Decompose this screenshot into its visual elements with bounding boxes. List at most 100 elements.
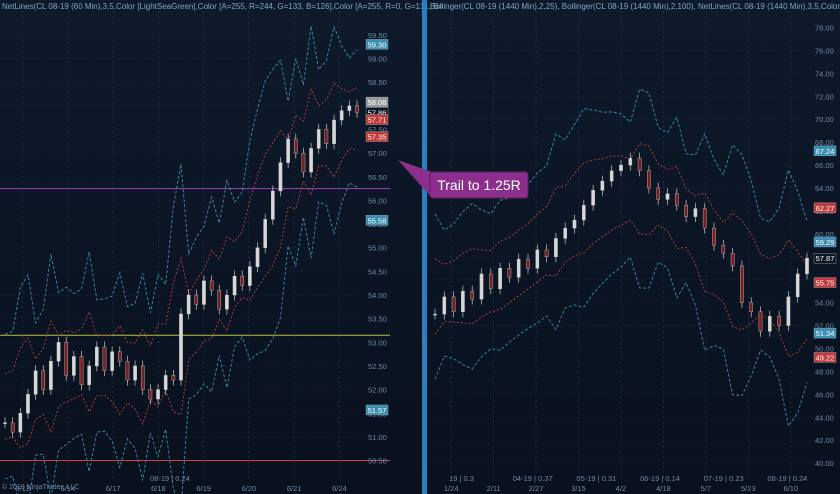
y-tick-label: 57.50 (368, 126, 387, 135)
right-bollinger-bands (434, 88, 808, 428)
candle-body (3, 422, 7, 424)
candle-body (10, 422, 15, 433)
candle-body (18, 413, 23, 433)
candle-body (79, 356, 84, 386)
candle-body (526, 258, 530, 269)
price-tag-label: 57.86 (368, 108, 387, 117)
x-tick-label: 4/18 (656, 484, 671, 493)
panel-divider[interactable] (422, 0, 427, 494)
left-indicator-header: NetLines(CL 08-19 (60 Min),3,5,Color [Li… (2, 2, 444, 11)
left-price-panel[interactable]: 59.5059.0058.5058.0057.5057.0056.5056.00… (0, 0, 444, 494)
candle-body (777, 316, 781, 326)
candle-body (702, 208, 707, 229)
y-tick-label: 57.00 (368, 149, 387, 158)
x-tick-label: 2/27 (529, 484, 544, 493)
candle-body (600, 180, 605, 191)
candle-body (805, 258, 809, 275)
candle-body (451, 296, 456, 312)
y-tick-label: 74.00 (815, 69, 834, 78)
x-tick-label: 6/13 (15, 484, 30, 493)
candle-body (355, 105, 359, 113)
candle-body (535, 249, 540, 269)
right-price-panel[interactable]: 78.00 76.00 74.00 72.00 70.00 68.00 66.00 64.00… (430, 2, 840, 493)
y-tick-label: 66.00 (815, 161, 834, 170)
y-tick-label: 51.00 (368, 433, 387, 442)
y-tick-label: 54.00 (815, 299, 834, 308)
candle-body (232, 275, 237, 296)
candle-body (293, 138, 298, 154)
candle-body (544, 249, 549, 257)
candle-body (194, 294, 199, 305)
candle-body (278, 162, 283, 192)
price-tag-label: 67.24 (816, 147, 835, 156)
price-tag-box (813, 145, 837, 157)
callout-text: Trail to 1.25R (437, 177, 521, 193)
candle-body (202, 280, 206, 305)
left-grid (0, 6, 362, 478)
price-tag-label: 55.75 (816, 279, 835, 288)
inner-upper-band (4, 82, 358, 375)
right-grid (430, 6, 812, 478)
price-tag-label: 57.71 (368, 116, 387, 125)
candle-body (507, 268, 512, 278)
left-x-axis: 6/13 6/14 6/17 6/18 6/19 6/20 6/21 6/24 (15, 484, 346, 493)
outer-upper-band (434, 88, 808, 231)
y-tick-label: 53.00 (368, 338, 387, 347)
candle-body (665, 193, 670, 200)
candle-body (95, 346, 99, 367)
candle-body (301, 152, 306, 173)
candle-body (271, 190, 275, 220)
candle-body (684, 204, 688, 217)
candle-body (102, 346, 107, 371)
trail-callout[interactable]: Trail to 1.25R (398, 160, 529, 199)
candle-body (479, 273, 484, 300)
inner-lower-band (434, 219, 808, 357)
candle-body (209, 280, 214, 291)
x-tick-label: 6/21 (287, 484, 302, 493)
candle-body (572, 219, 577, 229)
candle-body (619, 164, 623, 171)
candle-body (286, 138, 290, 163)
contract-label: 19 | 0.3 (449, 474, 474, 483)
candle-body (347, 105, 352, 111)
right-candles (433, 152, 809, 337)
y-tick-label: 44.00 (815, 413, 834, 422)
candle-body (721, 245, 726, 254)
left-candles (3, 100, 359, 438)
candle-body (49, 361, 53, 390)
right-indicator-header: Bollinger(CL 08-19 (1440 Min),2,25), Bol… (430, 2, 840, 11)
right-x-axis: 1/24 2/11 2/27 3/15 4/2 4/18 5/7 5/23 6/10 (444, 484, 798, 493)
candle-body (171, 375, 176, 381)
y-tick-label: 72.00 (815, 92, 834, 101)
candle-body (125, 361, 130, 381)
x-tick-label: 6/17 (106, 484, 121, 493)
candle-body (461, 290, 465, 312)
outer-lower-band (434, 256, 808, 428)
left-bollinger-bands (4, 25, 358, 494)
price-tag-label: 49.22 (816, 353, 835, 362)
y-tick-label: 52.50 (368, 362, 387, 371)
candle-body (248, 266, 252, 286)
price-tag-box (365, 96, 389, 108)
x-tick-label: 6/24 (332, 484, 347, 493)
y-tick-label: 70.00 (815, 115, 834, 124)
y-tick-label: 78.00 (815, 23, 834, 32)
left-copyright: © 2019 NinjaTrader, LLC (2, 483, 79, 491)
candle-body (563, 227, 567, 239)
y-tick-label: 76.00 (815, 46, 834, 55)
price-tag-box (813, 352, 837, 363)
contract-label: 04-19 | 0.37 (513, 474, 553, 483)
right-price-tags: 67.24 62.27 59.29 57.87 55.75 51.34 49.22 (813, 145, 837, 363)
candle-body (786, 296, 791, 326)
y-tick-label: 59.50 (368, 31, 387, 40)
callout-pointer (398, 160, 432, 198)
candle-body (768, 316, 772, 332)
contract-label: 08-19 | 0.24 (767, 474, 807, 483)
price-tag-label: 51.57 (368, 406, 387, 415)
candle-body (316, 129, 321, 149)
candle-body (647, 170, 651, 189)
candle-body (339, 110, 344, 121)
candle-body (117, 351, 122, 362)
candle-body (41, 370, 46, 390)
